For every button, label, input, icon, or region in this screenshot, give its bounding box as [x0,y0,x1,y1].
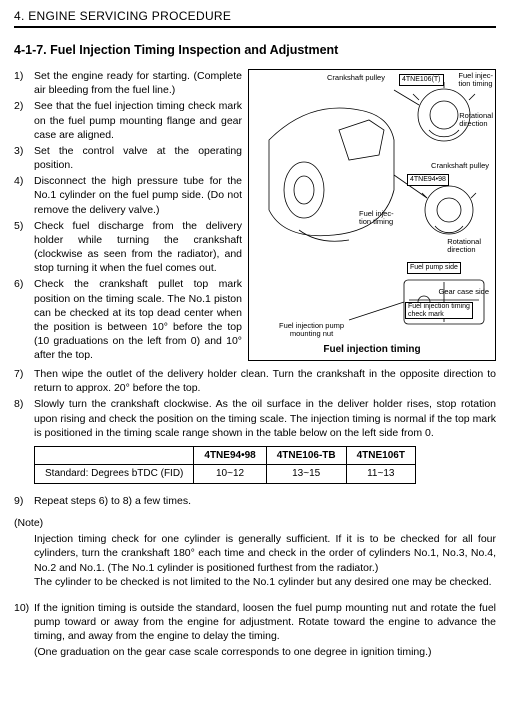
procedure-step-10: 10)If the ignition timing is outside the… [14,601,496,644]
content: Crankshaft pulley 4TNE106(T) Fuel injec-… [14,69,496,660]
chapter-heading: 4. ENGINE SERVICING PROCEDURE [14,8,496,28]
step-9: 9)Repeat steps 6) to 8) a few times. [14,494,496,508]
fig-label-check-mark: Fuel injection timing check mark [405,302,473,319]
fig-label-pump-nut: Fuel injection pump mounting nut [279,322,344,339]
fig-label-rot-dir-mid: Rotational direction [447,238,481,255]
table-header: 4TNE106-TB [266,446,346,465]
note-paragraph: Injection timing check for one cylinder … [34,532,496,575]
fig-model-box-mid: 4TNE94•98 [407,174,449,185]
step-3: 3)Set the control valve at the operating… [14,144,242,172]
step-10-sub: (One graduation on the gear case scale c… [34,645,496,659]
fig-label-rot-dir-top: Rotational direction [459,112,493,129]
table-cell: 11~13 [346,465,415,484]
step-2: 2)See that the fuel injection timing che… [14,99,242,142]
table-cell: 13~15 [266,465,346,484]
table-header: 4TNE106T [346,446,415,465]
fig-label-fuel-pump-side: Fuel pump side [407,262,461,273]
table-row: Standard: Degrees bTDC (FID) 10~12 13~15… [35,465,416,484]
step-10: 10)If the ignition timing is outside the… [14,601,496,644]
figure-fuel-injection-timing: Crankshaft pulley 4TNE106(T) Fuel injec-… [248,69,496,361]
timing-spec-table: 4TNE94•98 4TNE106-TB 4TNE106T Standard: … [34,446,416,484]
step-1: 1)Set the engine ready for starting. (Co… [14,69,242,97]
table-cell-label: Standard: Degrees bTDC (FID) [35,465,194,484]
step-6: 6)Check the crankshaft pullet top mark p… [14,277,242,362]
table-row: 4TNE94•98 4TNE106-TB 4TNE106T [35,446,416,465]
fig-label-gear-case-side: Gear case side [439,288,489,296]
step-8: 8)Slowly turn the crankshaft clockwise. … [14,397,496,440]
procedure-step-9: 9)Repeat steps 6) to 8) a few times. [14,494,496,508]
procedure-steps-cont: 7)Then wipe the outlet of the delivery h… [14,367,496,440]
fig-label-crankshaft-pulley-mid: Crankshaft pulley [431,162,489,170]
step-7: 7)Then wipe the outlet of the delivery h… [14,367,496,395]
step-4: 4)Disconnect the high pressure tube for … [14,174,242,217]
table-header: 4TNE94•98 [194,446,266,465]
figure-caption: Fuel injection timing [249,343,495,357]
table-header-blank [35,446,194,465]
fig-label-crankshaft-pulley: Crankshaft pulley [327,74,385,82]
table-cell: 10~12 [194,465,266,484]
note-heading: (Note) [14,516,496,530]
fig-model-box-top: 4TNE106(T) [399,74,444,85]
section-title: 4-1-7. Fuel Injection Timing Inspection … [14,42,496,59]
step-5: 5)Check fuel discharge from the delivery… [14,219,242,276]
fig-label-inj-timing-top: Fuel injec- tion timing [458,72,493,89]
fig-label-inj-timing-mid: Fuel injec- tion timing [359,210,394,227]
note-paragraph: The cylinder to be checked is not limite… [34,575,496,589]
